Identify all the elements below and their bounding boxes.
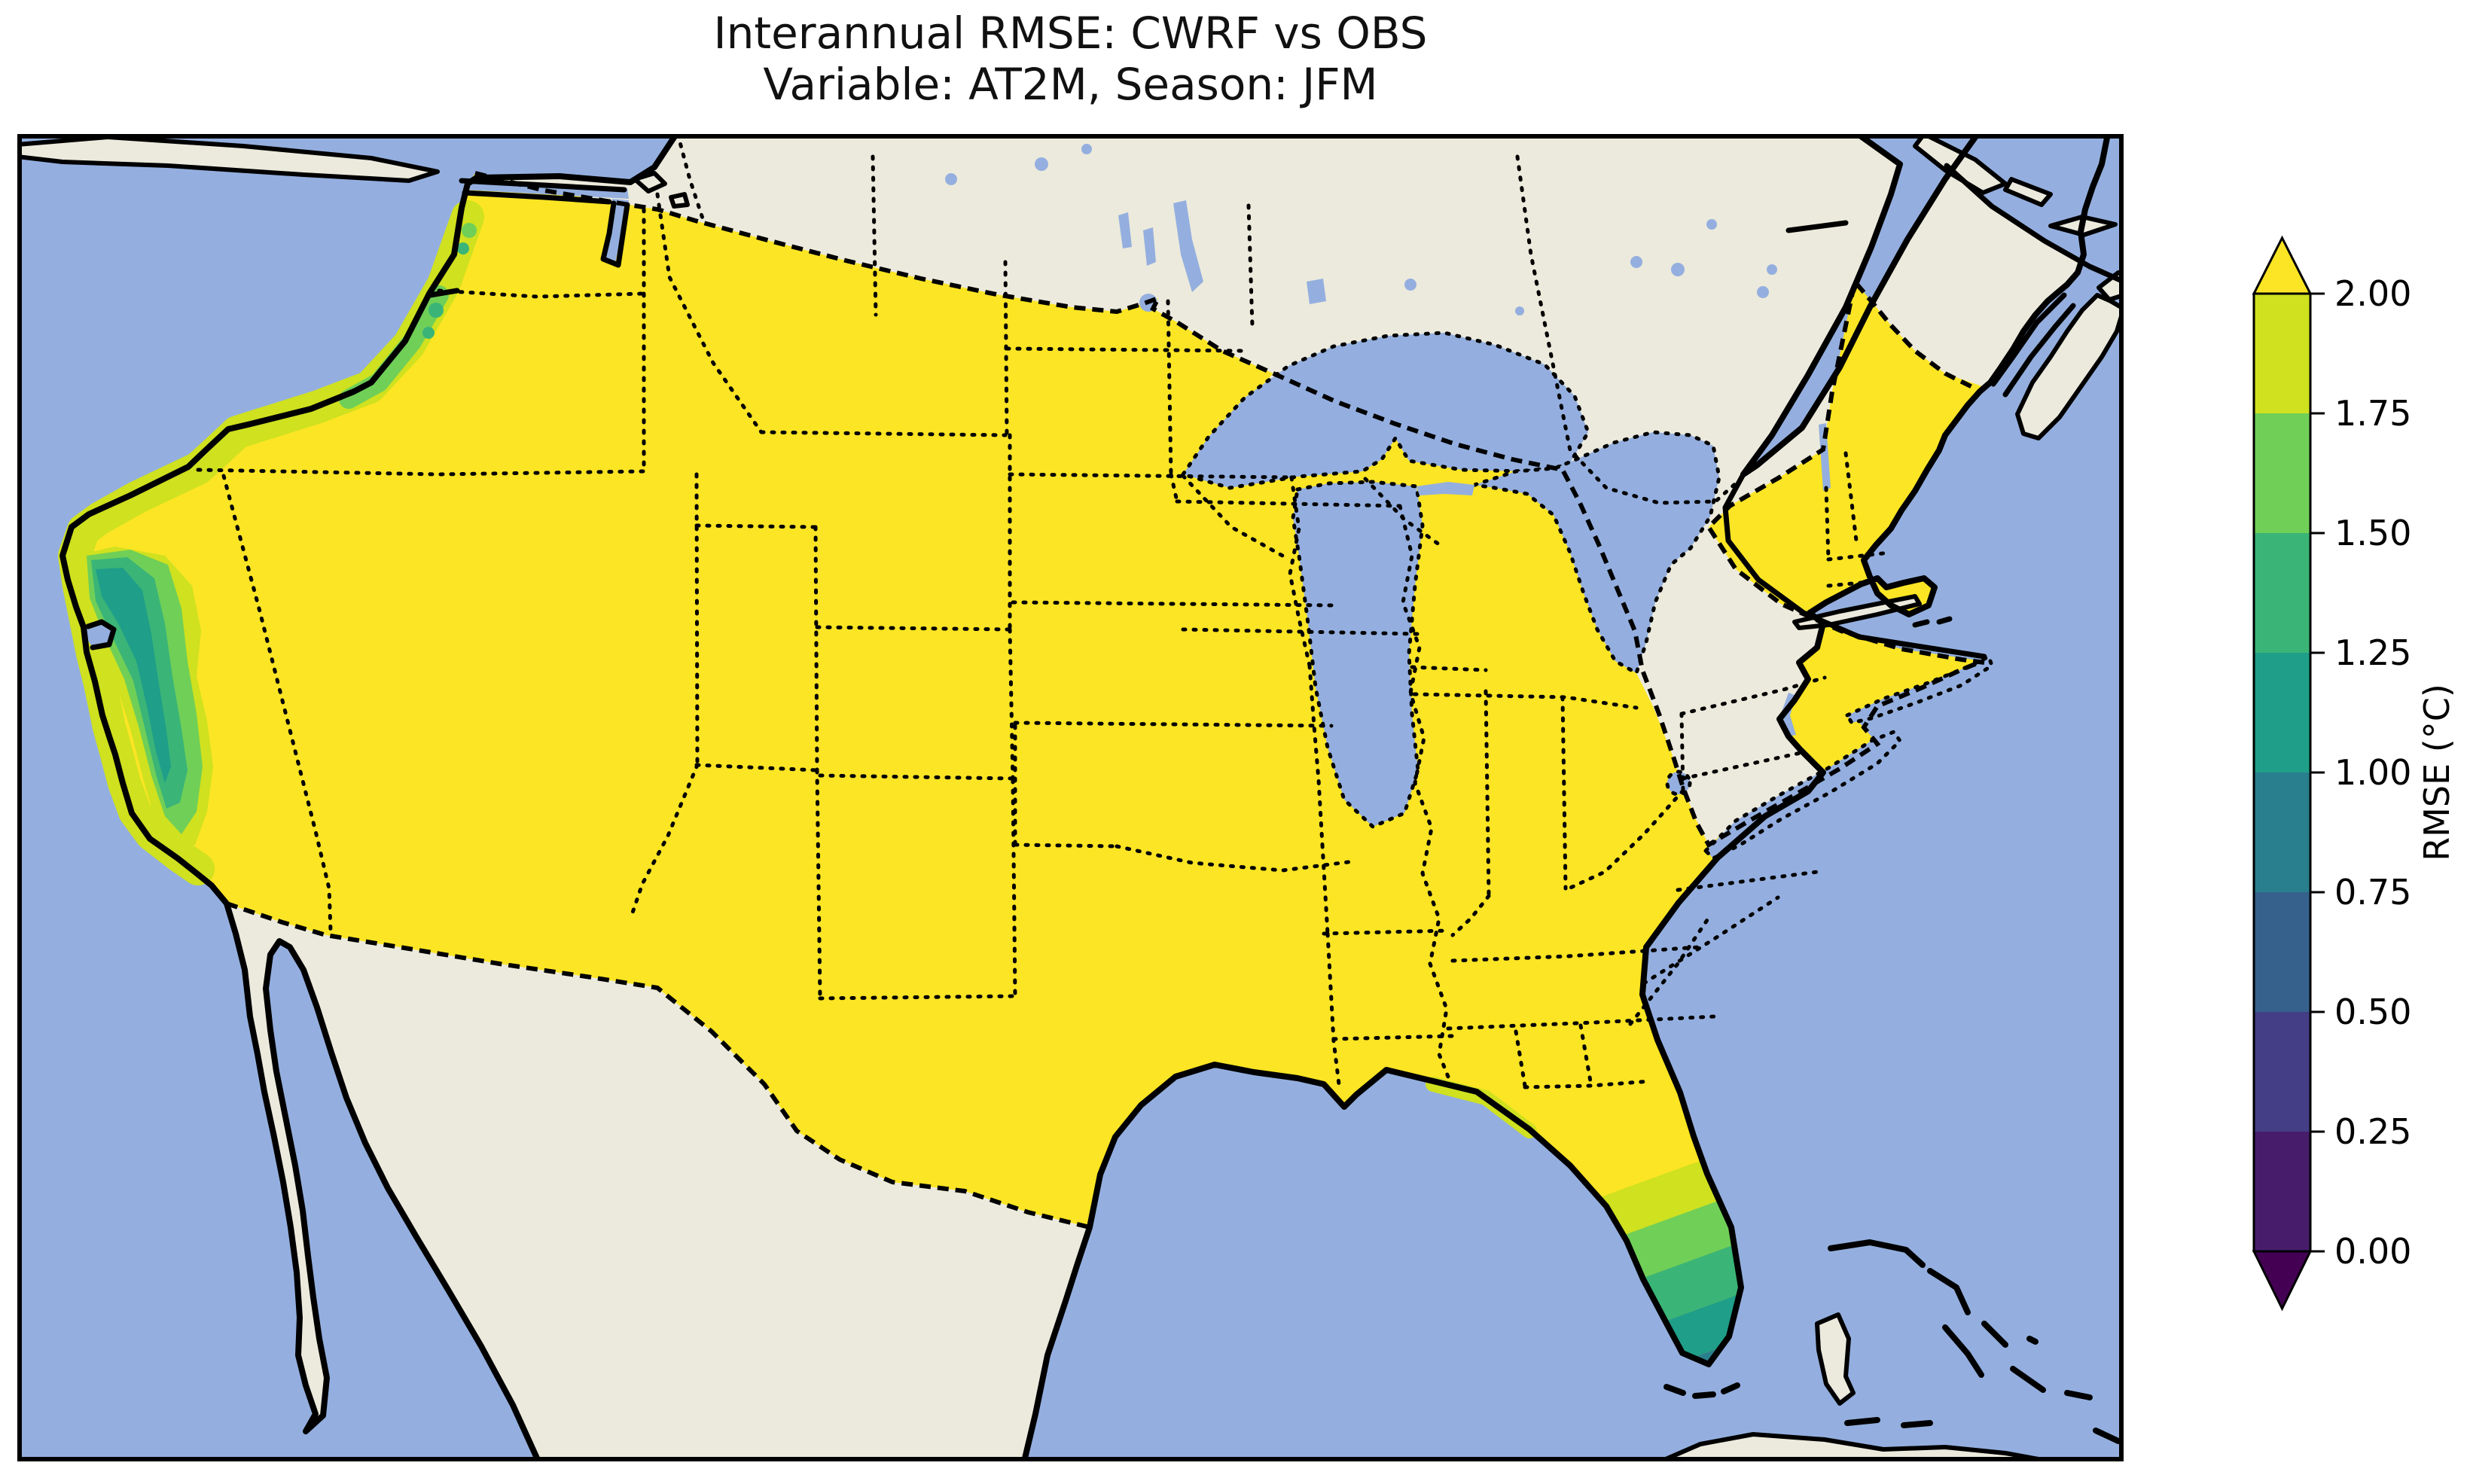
colorbar-tick-label: 1.75 (2334, 393, 2411, 434)
colorbar-tick-label: 2.00 (2334, 273, 2411, 314)
crooked-island (2064, 1390, 2093, 1400)
canada-lake (1706, 219, 1717, 230)
canada-lake (1767, 264, 1777, 275)
canada-lake (1404, 279, 1416, 291)
cb-seg-175-200 (2254, 294, 2310, 413)
sf-bay-coast (85, 619, 117, 651)
us-canada-border-lakes (1272, 371, 1984, 849)
vancouver-island (17, 135, 440, 183)
fundy-coast (2002, 303, 2076, 398)
nova-scotia (2015, 293, 2124, 440)
cb-extend-over (2252, 235, 2313, 295)
cb-seg-100-125 (2254, 653, 2310, 772)
florida-keys (1663, 1384, 1686, 1396)
lake-nipigon (1307, 279, 1326, 304)
straits-of-mackinac (1416, 482, 1474, 495)
strait-coast (459, 178, 627, 193)
florida-keys (1692, 1391, 1716, 1399)
exuma-cays (1942, 1324, 1984, 1378)
colorbar-tick-label: 0.50 (2334, 992, 2411, 1032)
anticosti-island (2003, 177, 2053, 207)
wa-coast-spot (462, 223, 477, 238)
cuba-cayos (1901, 1420, 1933, 1428)
cb-seg-050-075 (2254, 892, 2310, 1012)
eleuthera (1927, 1268, 1971, 1315)
puget-sound (605, 199, 629, 264)
canada-lake (945, 173, 957, 185)
andros-island (1815, 1312, 1856, 1406)
puget-sound-coast (600, 200, 630, 268)
san-juan-islands (669, 192, 690, 209)
long-island-bahamas (2010, 1366, 2046, 1393)
coastlines (63, 134, 2124, 1461)
state-borders (196, 192, 1892, 1089)
cb-seg-025-050 (2254, 1012, 2310, 1132)
us-mexico-border (226, 901, 1090, 1230)
lake-superior (1179, 331, 1590, 490)
us-canada-border-east (1706, 276, 1985, 665)
canada-lake (1671, 263, 1685, 276)
cb-seg-125-150 (2254, 533, 2310, 653)
colorbar-tick-label: 1.00 (2334, 752, 2411, 793)
lake-winnipeg (1173, 200, 1203, 292)
title-line-1: Interannual RMSE: CWRF vs OBS (713, 8, 1428, 59)
colorbar-tick-label: 0.75 (2334, 872, 2411, 913)
fundy-coast (1990, 292, 2067, 387)
or-band-150-175 (339, 285, 449, 409)
canada-lake (1630, 256, 1642, 268)
cb-extend-under (2252, 1250, 2313, 1312)
lake-huron (1474, 430, 1721, 676)
florida-keys (1721, 1382, 1740, 1394)
or-coast-spot (422, 327, 435, 339)
cb-seg-075-100 (2254, 772, 2310, 892)
colorbar-tick-label: 0.25 (2334, 1111, 2411, 1152)
marthas-vineyard (1912, 619, 1930, 628)
colorbar-segments (2252, 235, 2313, 1312)
us-canada-border (474, 171, 1275, 376)
colorbar-tick-label: 1.25 (2334, 632, 2411, 673)
grand-bahama-abaco (1828, 1239, 1926, 1268)
lake-michigan (1291, 480, 1425, 829)
cuba-cayos (1844, 1417, 1880, 1426)
cat-island (1981, 1321, 2008, 1348)
gaspe-peninsula (1913, 134, 2008, 195)
map-canvas (17, 134, 2124, 1461)
lake-manitoba (1143, 227, 1156, 266)
bay-of-fundy (1992, 296, 2073, 394)
cb-seg-150-175 (2254, 413, 2310, 533)
map-frame (17, 134, 2124, 1461)
title-line-2: Variable: AT2M, Season: JFM (763, 59, 1378, 110)
gulf-north-coast (1944, 163, 2124, 285)
or-coast-spot (428, 303, 444, 318)
political-borders (196, 134, 1985, 1230)
cb-seg-000-025 (2254, 1132, 2310, 1251)
colorbar: 2.00 1.75 1.50 1.25 1.00 0.75 0.50 0.25 … (2252, 235, 2457, 1312)
strait-coast (462, 190, 612, 205)
colorbar-tick-label: 1.50 (2334, 513, 2411, 553)
nantucket (1936, 616, 1953, 625)
colorbar-axis-label: RMSE (°C) (2417, 684, 2457, 861)
saguenay-river (1785, 220, 1849, 233)
ca-band-100-125 (96, 568, 171, 783)
inagua (2093, 1428, 2121, 1444)
lake-champlain (1819, 423, 1831, 491)
figure-title: Interannual RMSE: CWRF vs OBS Variable: … (0, 8, 2141, 110)
san-francisco-bay (85, 623, 114, 648)
canada-lake (1515, 306, 1524, 315)
canada-lake (1757, 286, 1769, 298)
wa-coast-spot (457, 242, 469, 254)
san-salvador (2026, 1336, 2039, 1345)
lake-winnipegosis (1118, 212, 1132, 248)
canada-lake (1081, 144, 1092, 154)
colorbar-ticks: 2.00 1.75 1.50 1.25 1.00 0.75 0.50 0.25 … (2310, 273, 2411, 1272)
canada-lake (1035, 157, 1048, 171)
colorbar-tick-label: 0.00 (2334, 1231, 2411, 1272)
